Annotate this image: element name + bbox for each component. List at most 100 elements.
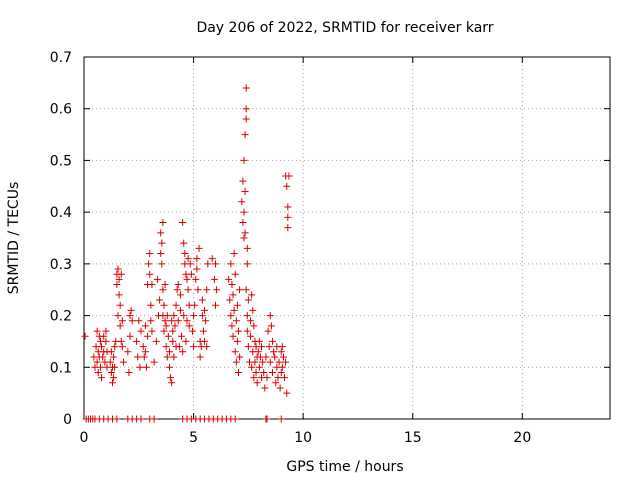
data-point [156, 296, 164, 304]
data-point [158, 239, 166, 247]
data-point [115, 291, 123, 299]
data-point [146, 270, 154, 278]
data-point [242, 84, 250, 92]
data-point [265, 343, 273, 351]
data-point [239, 177, 247, 185]
data-point [137, 327, 145, 335]
data-point [263, 374, 271, 382]
x-tick-labels: 0 5 10 15 20 [80, 430, 532, 446]
data-point [134, 353, 142, 361]
data-point [244, 296, 252, 304]
data-point [116, 322, 124, 330]
data-point [241, 187, 249, 195]
data-point [183, 317, 191, 325]
data-point [118, 343, 126, 351]
data-point [279, 353, 287, 361]
data-point [182, 337, 190, 345]
data-point [242, 105, 250, 113]
data-point [170, 312, 178, 320]
data-point [203, 343, 211, 351]
data-point [226, 296, 234, 304]
data-point [232, 317, 240, 325]
data-point [145, 260, 153, 268]
data-point [235, 327, 243, 335]
data-point [191, 301, 199, 309]
data-point [231, 348, 239, 356]
data-point [173, 286, 181, 294]
data-point [275, 358, 283, 366]
data-point [163, 312, 171, 320]
data-point [230, 306, 238, 314]
data-point [201, 337, 209, 345]
data-point [176, 306, 184, 314]
data-point [272, 379, 280, 387]
data-point [128, 317, 136, 325]
data-point [181, 250, 189, 258]
data-point [212, 260, 219, 268]
data-point [178, 332, 186, 340]
data-point [204, 260, 212, 268]
data-point [163, 353, 171, 361]
data-point [190, 343, 198, 351]
grid-lines [84, 57, 610, 419]
data-point [192, 275, 200, 283]
data-point [125, 368, 133, 376]
data-point [263, 415, 271, 423]
y-tick-label: 0 [63, 412, 72, 428]
y-tick-label: 0.2 [50, 309, 72, 325]
data-point [239, 218, 247, 226]
data-point [228, 322, 236, 330]
data-point [117, 270, 125, 278]
y-tick-label: 0.4 [50, 205, 72, 221]
data-point [194, 286, 202, 294]
data-point [157, 250, 165, 258]
data-point [235, 368, 243, 376]
data-point [236, 353, 244, 361]
data-point [213, 286, 221, 294]
data-point [99, 353, 107, 361]
data-point [251, 358, 259, 366]
data-point [165, 363, 173, 371]
data-point [81, 332, 89, 340]
data-point [254, 348, 262, 356]
data-point [242, 286, 250, 294]
y-tick-label: 0.5 [50, 153, 72, 169]
data-point [126, 312, 134, 320]
data-point [147, 317, 155, 325]
chart-title: Day 206 of 2022, SRMTID for receiver kar… [196, 20, 493, 36]
plot-frame [83, 56, 611, 420]
data-point [179, 218, 187, 226]
data-point [281, 374, 289, 382]
data-point [259, 358, 267, 366]
data-point [184, 286, 192, 294]
data-point [133, 337, 141, 345]
data-point [238, 198, 246, 206]
data-point [250, 322, 258, 330]
data-point [242, 115, 250, 123]
data-point [277, 368, 285, 376]
data-point [284, 224, 292, 232]
data-point [274, 374, 282, 382]
data-point [203, 286, 211, 294]
data-point [96, 363, 104, 371]
data-point [248, 363, 256, 371]
data-point [202, 317, 210, 325]
data-point [262, 353, 270, 361]
data-point [93, 358, 101, 366]
data-point [282, 358, 290, 366]
data-point [185, 322, 193, 330]
data-point [171, 322, 179, 330]
data-point [174, 317, 182, 325]
data-point [247, 332, 255, 340]
data-point [188, 327, 196, 335]
x-tick-label: 10 [294, 430, 312, 446]
data-point [180, 312, 188, 320]
data-point [152, 337, 160, 345]
data-point [100, 332, 108, 340]
x-tick-label: 15 [404, 430, 422, 446]
data-point [180, 239, 188, 247]
data-point [136, 363, 144, 371]
data-point [179, 348, 187, 356]
data-point [250, 374, 258, 382]
data-point [102, 337, 110, 345]
